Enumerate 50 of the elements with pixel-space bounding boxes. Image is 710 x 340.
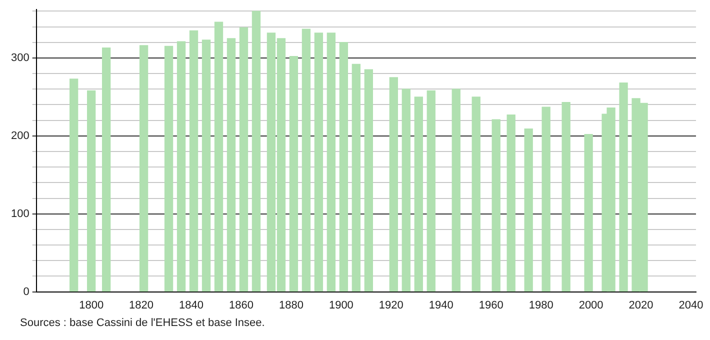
bar — [452, 88, 460, 292]
y-tick-label: 200 — [10, 130, 30, 142]
x-tick-label: 1820 — [129, 299, 154, 312]
bar — [426, 90, 436, 292]
x-tick-label: 1900 — [328, 299, 354, 312]
bar — [339, 42, 348, 292]
bar — [164, 46, 174, 292]
bar — [524, 128, 533, 292]
bar — [619, 82, 628, 292]
x-tick-label: 1940 — [428, 299, 454, 312]
bar — [562, 102, 570, 292]
x-tick-label: 2040 — [678, 299, 704, 312]
bar — [542, 106, 550, 292]
bar — [352, 64, 361, 292]
bar — [176, 41, 186, 292]
bar — [584, 134, 593, 292]
bar — [70, 78, 78, 292]
y-tick-label: 100 — [10, 208, 30, 220]
bar — [214, 22, 224, 292]
x-tick-label: 2000 — [578, 299, 604, 312]
x-tick-label: 1960 — [478, 299, 504, 312]
x-tick-label: 1920 — [378, 299, 404, 312]
bar — [389, 77, 398, 292]
bar — [472, 96, 480, 292]
bar — [289, 56, 298, 292]
bar — [189, 30, 198, 292]
bar — [326, 32, 336, 292]
x-tick-label: 1860 — [229, 299, 254, 312]
x-tick-label: 1840 — [179, 299, 204, 312]
bar — [202, 40, 211, 292]
source-note: Sources : base Cassini de l'EHESS et base Insee. — [20, 317, 266, 329]
bar — [402, 88, 410, 292]
bar — [302, 28, 311, 292]
x-tick-label: 2020 — [628, 299, 654, 312]
bar — [139, 45, 148, 292]
y-tick-label: 0 — [23, 286, 30, 298]
bar — [364, 69, 374, 292]
y-tick-label: 300 — [10, 52, 30, 64]
bar — [506, 114, 516, 292]
bar — [252, 10, 261, 292]
bar — [414, 96, 423, 292]
bar — [86, 90, 96, 292]
x-tick-label: 1800 — [79, 299, 104, 312]
bar — [102, 47, 111, 292]
x-tick-label: 1980 — [528, 299, 554, 312]
bar — [226, 38, 236, 292]
bar — [314, 32, 324, 292]
bar — [492, 119, 500, 292]
bar — [239, 27, 248, 292]
x-tick-label: 1880 — [278, 299, 304, 312]
